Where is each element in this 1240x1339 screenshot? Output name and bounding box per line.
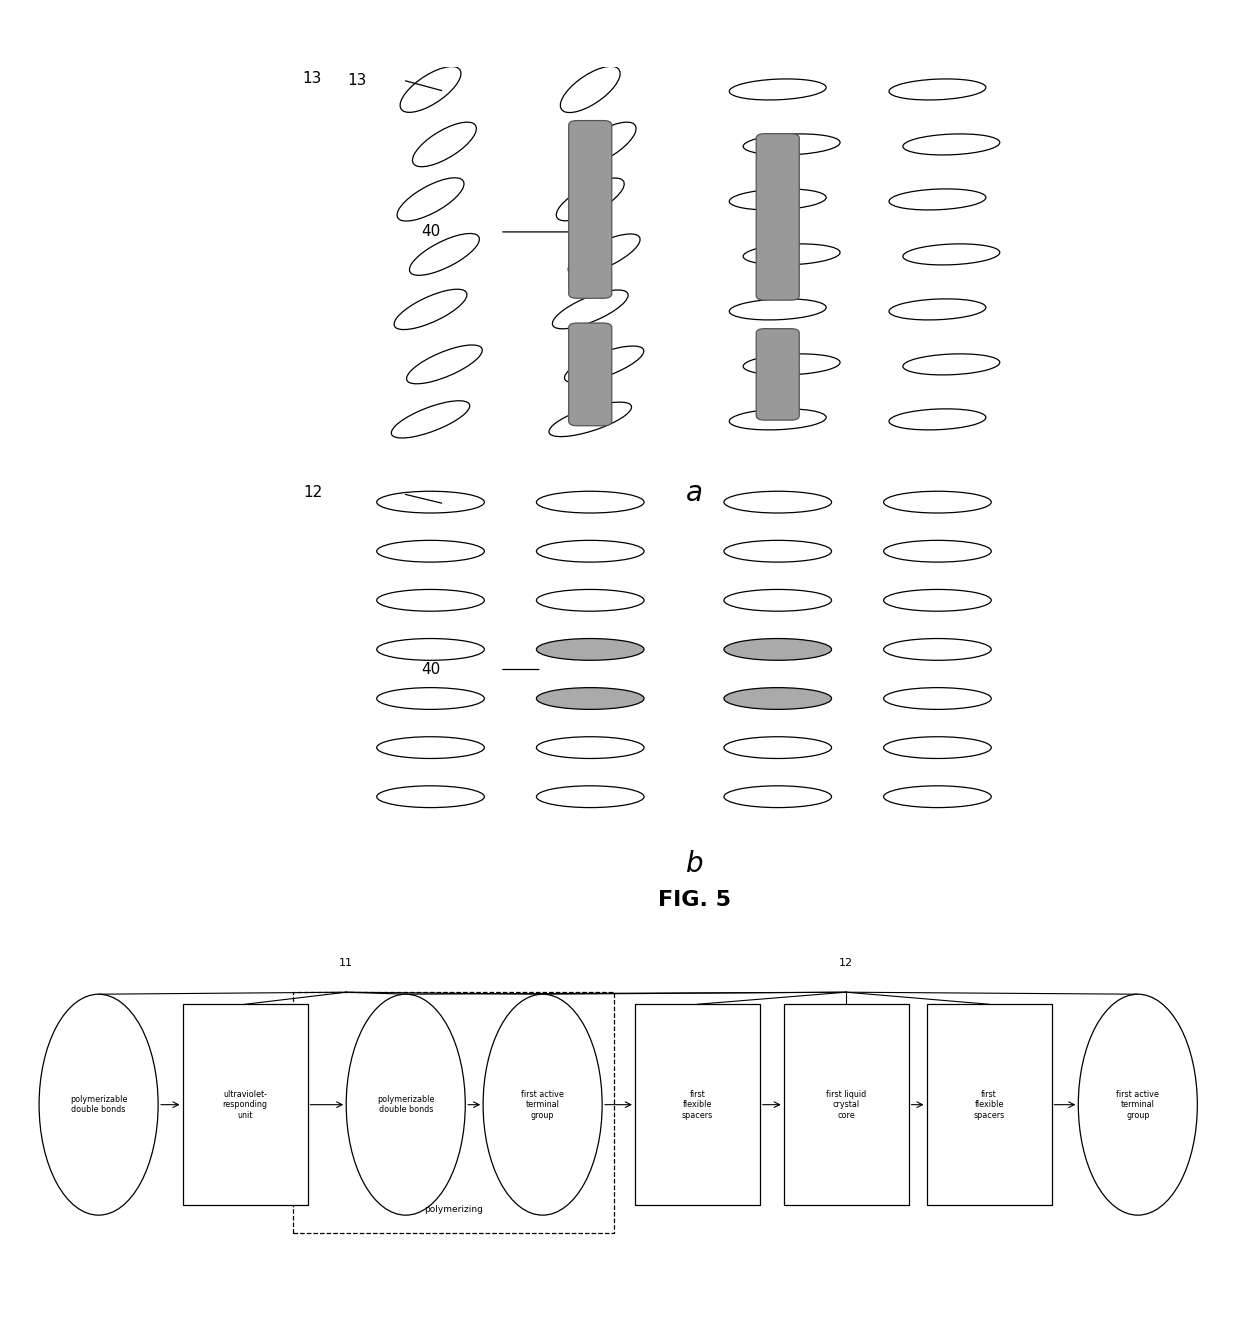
Ellipse shape xyxy=(552,291,629,329)
Ellipse shape xyxy=(724,786,832,807)
Text: polymerizable
double bonds: polymerizable double bonds xyxy=(377,1095,434,1114)
Ellipse shape xyxy=(729,299,826,320)
FancyBboxPatch shape xyxy=(756,134,800,300)
Ellipse shape xyxy=(889,299,986,320)
Ellipse shape xyxy=(724,688,832,710)
Ellipse shape xyxy=(409,233,480,276)
Ellipse shape xyxy=(903,353,999,375)
Ellipse shape xyxy=(537,786,644,807)
FancyBboxPatch shape xyxy=(182,1004,308,1205)
Ellipse shape xyxy=(1079,994,1198,1216)
Text: first liquid
crystal
core: first liquid crystal core xyxy=(826,1090,867,1119)
Ellipse shape xyxy=(884,639,991,660)
FancyBboxPatch shape xyxy=(569,323,611,426)
Text: a: a xyxy=(686,479,703,507)
Ellipse shape xyxy=(884,491,991,513)
Ellipse shape xyxy=(557,178,624,221)
Ellipse shape xyxy=(889,189,986,210)
Ellipse shape xyxy=(572,122,636,167)
FancyBboxPatch shape xyxy=(784,1004,909,1205)
Ellipse shape xyxy=(743,353,839,375)
Ellipse shape xyxy=(903,134,999,155)
Text: 12: 12 xyxy=(839,959,853,968)
Ellipse shape xyxy=(40,994,159,1216)
Text: 13: 13 xyxy=(303,71,322,86)
Ellipse shape xyxy=(729,189,826,210)
Text: 40: 40 xyxy=(420,225,440,240)
Ellipse shape xyxy=(537,688,644,710)
Ellipse shape xyxy=(413,122,476,167)
Ellipse shape xyxy=(724,736,832,758)
Ellipse shape xyxy=(392,400,470,438)
Ellipse shape xyxy=(537,541,644,562)
Text: ultraviolet-
responding
unit: ultraviolet- responding unit xyxy=(222,1090,268,1119)
Ellipse shape xyxy=(903,244,999,265)
Ellipse shape xyxy=(397,178,464,221)
FancyBboxPatch shape xyxy=(635,1004,760,1205)
Text: FIG. 5: FIG. 5 xyxy=(658,890,730,911)
Ellipse shape xyxy=(884,541,991,562)
Ellipse shape xyxy=(549,402,631,437)
Ellipse shape xyxy=(724,491,832,513)
Ellipse shape xyxy=(884,589,991,611)
Ellipse shape xyxy=(377,786,485,807)
Ellipse shape xyxy=(346,994,465,1216)
Ellipse shape xyxy=(407,345,482,384)
Ellipse shape xyxy=(884,688,991,710)
Ellipse shape xyxy=(377,639,485,660)
Ellipse shape xyxy=(394,289,467,329)
FancyBboxPatch shape xyxy=(569,121,611,299)
Ellipse shape xyxy=(560,67,620,112)
Ellipse shape xyxy=(537,736,644,758)
FancyBboxPatch shape xyxy=(926,1004,1052,1205)
Text: 11: 11 xyxy=(340,959,353,968)
Ellipse shape xyxy=(884,786,991,807)
Text: 13: 13 xyxy=(347,72,367,87)
Text: b: b xyxy=(686,850,703,878)
Ellipse shape xyxy=(889,408,986,430)
Ellipse shape xyxy=(377,491,485,513)
Text: first active
terminal
group: first active terminal group xyxy=(521,1090,564,1119)
Ellipse shape xyxy=(537,589,644,611)
Text: first
flexible
spacers: first flexible spacers xyxy=(973,1090,1004,1119)
Ellipse shape xyxy=(743,244,839,265)
Ellipse shape xyxy=(568,234,640,274)
Ellipse shape xyxy=(724,541,832,562)
Text: 12: 12 xyxy=(303,485,322,499)
Ellipse shape xyxy=(401,67,461,112)
Text: 40: 40 xyxy=(420,661,440,678)
Ellipse shape xyxy=(729,408,826,430)
Ellipse shape xyxy=(743,134,839,155)
FancyBboxPatch shape xyxy=(756,328,800,420)
Text: polymerizable
double bonds: polymerizable double bonds xyxy=(69,1095,128,1114)
Text: first
flexible
spacers: first flexible spacers xyxy=(682,1090,713,1119)
Text: first active
terminal
group: first active terminal group xyxy=(1116,1090,1159,1119)
Text: polymerizing: polymerizing xyxy=(424,1205,482,1213)
Ellipse shape xyxy=(724,589,832,611)
Ellipse shape xyxy=(377,541,485,562)
Ellipse shape xyxy=(377,736,485,758)
Ellipse shape xyxy=(377,688,485,710)
Ellipse shape xyxy=(889,79,986,100)
Ellipse shape xyxy=(377,589,485,611)
Ellipse shape xyxy=(537,491,644,513)
Ellipse shape xyxy=(884,736,991,758)
Ellipse shape xyxy=(724,639,832,660)
Ellipse shape xyxy=(564,345,644,383)
Ellipse shape xyxy=(537,639,644,660)
Ellipse shape xyxy=(729,79,826,100)
Ellipse shape xyxy=(484,994,603,1216)
